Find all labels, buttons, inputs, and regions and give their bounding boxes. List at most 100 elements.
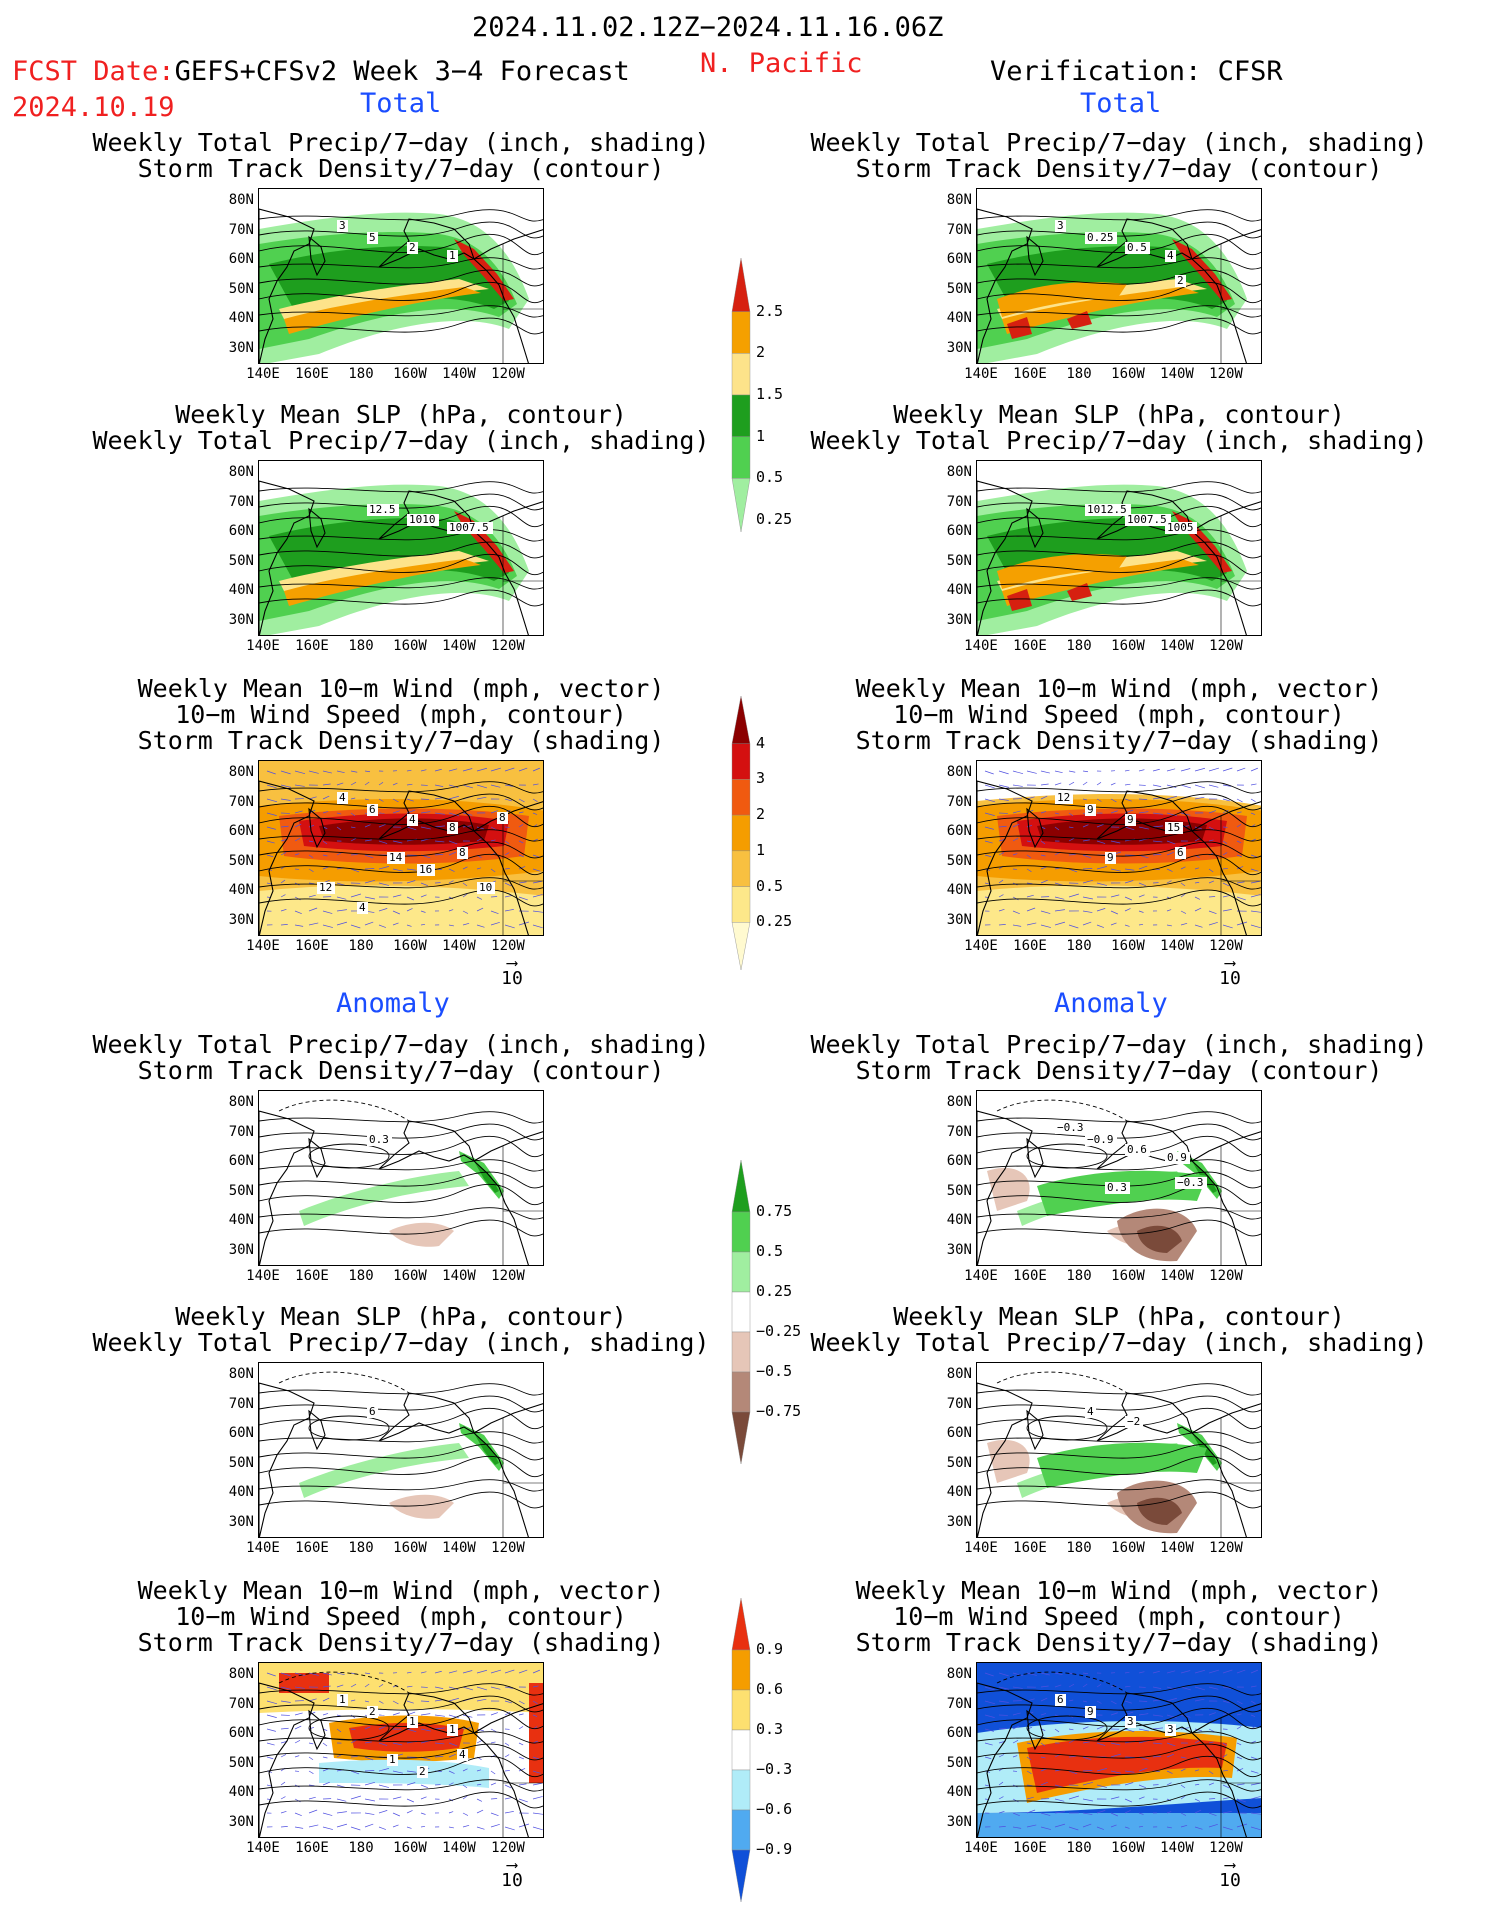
r-anom-wind-contour-label: 9: [1087, 1705, 1094, 1718]
storm_total-label: 0.25: [756, 912, 793, 931]
l-total-precip-lon-160E: 160E: [295, 366, 329, 382]
r-anom-precip-lon-180: 180: [1066, 1268, 1092, 1284]
r-anom-slp-lat-30N: 30N: [946, 1513, 972, 1530]
r-total-slp-lon-160W: 160W: [1111, 638, 1145, 654]
vector-scale-value: 10: [501, 968, 523, 989]
l-anom-slp-lat-50N: 50N: [228, 1454, 254, 1471]
l-anom-wind-contour-label: 4: [459, 1748, 466, 1761]
r-total-slp-title-1: Weekly Mean SLP (hPa, contour): [893, 400, 1345, 429]
l-anom-wind-lon-160W: 160W: [393, 1840, 427, 1856]
r-total-precip-contour-label: 2: [1177, 274, 1184, 287]
l-anom-wind-title-3: Storm Track Density/7−day (shading): [137, 1628, 665, 1657]
r-anom-wind-lat-30N: 30N: [946, 1813, 972, 1830]
section-anomaly-left: Anomaly: [336, 988, 450, 1019]
l-anom-slp-map: 6: [258, 1362, 544, 1538]
r-anom-wind-lat-60N: 60N: [946, 1725, 972, 1741]
l-anom-precip-contour-label: 0.3: [369, 1133, 389, 1146]
l-anom-wind-contour-label-bg: [387, 1754, 398, 1766]
l-total-precip-lat-70N: 70N: [228, 221, 254, 238]
r-total-wind-contour-label: 9: [1087, 803, 1094, 816]
l-total-slp-lat-60N: 60N: [228, 523, 254, 539]
l-total-wind-lat-80N: 80N: [228, 764, 254, 780]
r-total-slp-lat-80N: 80N: [946, 464, 972, 480]
l-total-slp-contour-label-bg: [447, 522, 493, 534]
r-total-wind-title-2: 10−m Wind Speed (mph, contour): [893, 700, 1345, 729]
l-anom-slp-lon-160E: 160E: [295, 1540, 329, 1556]
r-anom-precip-lat-60N: 60N: [946, 1153, 972, 1169]
l-total-wind-contour-label-bg: [497, 812, 508, 824]
r-total-slp-contour-label-bg: [1165, 522, 1197, 534]
l-anom-wind-lat-30N: 30N: [228, 1813, 254, 1830]
l-total-precip-lat-50N: 50N: [228, 280, 254, 297]
r-total-slp-lat-30N: 30N: [946, 611, 972, 628]
l-anom-precip-title-2: Storm Track Density/7−day (contour): [137, 1056, 665, 1085]
r-total-slp-contour-label-bg: [1085, 504, 1131, 516]
l-total-wind-contour-label-bg: [477, 882, 495, 894]
r-anom-precip-lat-80N: 80N: [946, 1094, 972, 1110]
r-total-precip-lat-30N: 30N: [946, 339, 972, 356]
r-anom-precip-contour-label-bg: [1125, 1144, 1150, 1156]
fcst-date-label: FCST Date:GEFS+CFSv2 Week 3−4 Forecast: [12, 56, 630, 87]
r-anom-precip-contour-label-bg: [1085, 1134, 1117, 1146]
precip_anom-label: 0.5: [756, 1242, 784, 1260]
r-anom-slp-lon-140E: 140E: [964, 1540, 998, 1556]
r-total-wind-contour-label-bg: [1125, 814, 1136, 826]
r-anom-precip-lat-70N: 70N: [946, 1123, 972, 1140]
l-anom-wind-lon-180: 180: [348, 1840, 374, 1856]
l-total-precip-map: 5 2 1 3: [258, 188, 544, 364]
l-total-wind-contour-label: 8: [459, 846, 466, 859]
vector-scale-value: 10: [1219, 968, 1241, 989]
l-anom-precip-map-svg: 0.3: [259, 1099, 543, 1265]
precip_total-label: 1: [756, 426, 766, 445]
precip_total-label: 2: [756, 343, 766, 362]
l-total-slp-title-1: Weekly Mean SLP (hPa, contour): [175, 400, 627, 429]
storm_anom-label: −0.3: [756, 1760, 793, 1778]
r-total-precip-lat-50N: 50N: [946, 280, 972, 297]
r-total-wind-lat-80N: 80N: [946, 764, 972, 780]
l-total-wind-title-2: 10−m Wind Speed (mph, contour): [175, 700, 627, 729]
l-anom-wind-lon-140W: 140W: [442, 1840, 476, 1856]
r-total-wind-lat-40N: 40N: [946, 882, 972, 898]
l-total-wind-contour-label: 4: [409, 813, 416, 826]
l-anom-slp-map-svg: 6: [259, 1371, 543, 1537]
l-total-slp-contour-label: 1010: [409, 513, 436, 526]
r-total-slp-contour-label: 1007.5: [1127, 513, 1167, 526]
r-anom-slp-contour-label-bg: [1085, 1406, 1096, 1418]
verification-label: Verification: CFSR: [990, 56, 1283, 87]
r-total-wind-map: 9 9 15 12 6 9: [976, 760, 1262, 936]
vector-arrow-icon: ⟶: [507, 1855, 517, 1874]
vector-arrow-icon: ⟶: [1225, 953, 1235, 972]
precip_total-label: 0.5: [756, 468, 784, 487]
l-anom-slp-lat-30N: 30N: [228, 1513, 254, 1530]
r-anom-slp-lon-120W: 120W: [1209, 1540, 1243, 1556]
r-anom-precip-map-svg: −0.9 0.6 0.9 −0.3 −0.3 0.3: [977, 1099, 1261, 1265]
l-total-precip-title-1: Weekly Total Precip/7−day (inch, shading…: [92, 128, 710, 157]
precip_total-label: 2.5: [756, 301, 784, 320]
l-total-precip-title-2: Storm Track Density/7−day (contour): [137, 154, 665, 183]
l-total-slp-title-2: Weekly Total Precip/7−day (inch, shading…: [92, 426, 710, 455]
precip_anom-label: −0.25: [756, 1322, 802, 1340]
l-total-slp-contour-label-bg: [407, 514, 439, 526]
l-anom-precip-lon-160E: 160E: [295, 1268, 329, 1284]
r-anom-wind-contour-label-bg: [1055, 1694, 1066, 1706]
l-anom-wind-contour-label-bg: [417, 1766, 428, 1778]
l-total-slp-lat-80N: 80N: [228, 464, 254, 480]
l-anom-wind-contour-label: 1: [389, 1753, 396, 1766]
l-anom-precip-lon-140W: 140W: [442, 1268, 476, 1284]
l-total-wind-lat-50N: 50N: [228, 852, 254, 869]
l-total-wind-map: 6 4 8 4 8 14 16 12 10 4 8: [258, 760, 544, 936]
r-anom-precip-lat-30N: 30N: [946, 1241, 972, 1258]
r-anom-slp-lat-70N: 70N: [946, 1395, 972, 1412]
r-anom-wind-title-1: Weekly Mean 10−m Wind (mph, vector): [855, 1576, 1383, 1605]
r-anom-wind-lon-160W: 160W: [1111, 1840, 1145, 1856]
l-anom-wind-lat-80N: 80N: [228, 1666, 254, 1682]
l-total-slp-lat-50N: 50N: [228, 552, 254, 569]
l-anom-wind-contour-label: 2: [369, 1705, 376, 1718]
r-total-wind-contour-label-bg: [1085, 804, 1096, 816]
r-total-precip-lon-180: 180: [1066, 366, 1092, 382]
r-total-wind-lat-50N: 50N: [946, 852, 972, 869]
r-anom-wind-map: 9 3 3 6: [976, 1662, 1262, 1838]
l-anom-slp-title-2: Weekly Total Precip/7−day (inch, shading…: [92, 1328, 710, 1357]
r-total-slp-lon-160E: 160E: [1013, 638, 1047, 654]
